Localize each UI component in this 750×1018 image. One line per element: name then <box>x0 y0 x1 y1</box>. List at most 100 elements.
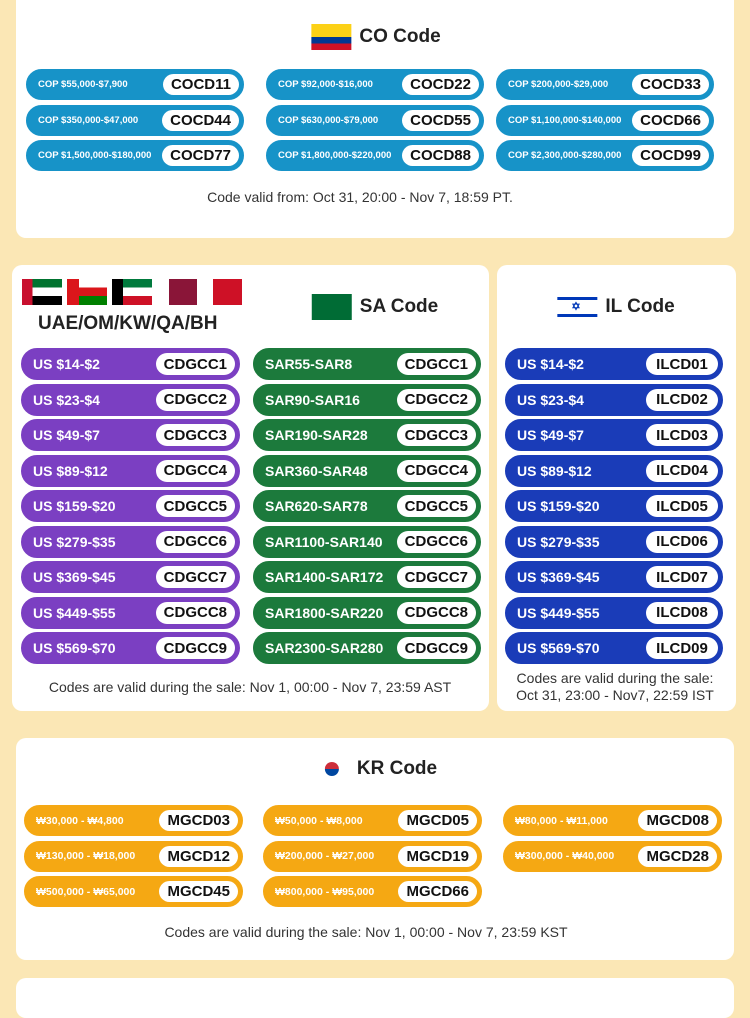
coupon-range: ₩30,000 - ₩4,800 <box>36 814 124 827</box>
coupon-code[interactable]: ILCD02 <box>646 388 718 411</box>
kr-title: KR Code <box>314 756 437 782</box>
coupon-pill[interactable]: COP $92,000-$16,000 COCD22 <box>266 69 484 100</box>
coupon-code[interactable]: ILCD06 <box>646 530 718 553</box>
coupon-pill[interactable]: ₩300,000 - ₩40,000 MGCD28 <box>503 840 722 872</box>
coupon-pill[interactable]: SAR1100-SAR140 CDGCC6 <box>253 525 481 558</box>
coupon-pill[interactable]: COP $55,000-$7,900 COCD11 <box>26 69 244 100</box>
coupon-code[interactable]: COCD44 <box>162 109 239 131</box>
coupon-range: ₩800,000 - ₩95,000 <box>275 885 375 898</box>
coupon-pill[interactable]: US $159-$20 ILCD05 <box>505 490 723 522</box>
coupon-code[interactable]: ILCD08 <box>646 601 718 624</box>
coupon-code[interactable]: CDGCC7 <box>155 566 235 588</box>
coupon-pill[interactable]: ₩50,000 - ₩8,000 MGCD05 <box>263 805 482 836</box>
coupon-pill[interactable]: US $49-$7 CDGCC3 <box>21 419 240 451</box>
coupon-pill[interactable]: COP $2,300,000-$280,000 COCD99 <box>496 140 714 171</box>
coupon-pill[interactable]: US $569-$70 ILCD09 <box>505 632 723 664</box>
coupon-code[interactable]: MGCD05 <box>398 810 477 831</box>
coupon-pill[interactable]: COP $1,800,000-$220,000 COCD88 <box>266 140 484 171</box>
coupon-code[interactable]: CDGCC2 <box>155 388 235 411</box>
coupon-pill[interactable]: SAR620-SAR78 CDGCC5 <box>253 490 481 522</box>
coupon-code[interactable]: CDGCC7 <box>396 566 476 588</box>
coupon-pill[interactable]: COP $1,500,000-$180,000 COCD77 <box>26 140 244 171</box>
coupon-pill[interactable]: US $23-$4 CDGCC2 <box>21 383 240 416</box>
coupon-code[interactable]: CDGCC4 <box>155 459 235 482</box>
coupon-range: COP $1,100,000-$140,000 <box>508 114 622 126</box>
coupon-code[interactable]: MGCD03 <box>159 810 238 831</box>
coupon-pill[interactable]: COP $350,000-$47,000 COCD44 <box>26 104 244 136</box>
coupon-code[interactable]: CDGCC1 <box>396 353 476 375</box>
coupon-pill[interactable]: US $49-$7 ILCD03 <box>505 419 723 451</box>
coupon-pill[interactable]: SAR190-SAR28 CDGCC3 <box>253 419 481 451</box>
coupon-pill[interactable]: US $23-$4 ILCD02 <box>505 383 723 416</box>
coupon-range: SAR55-SAR8 <box>265 356 353 372</box>
coupon-pill[interactable]: SAR360-SAR48 CDGCC4 <box>253 454 481 487</box>
coupon-pill[interactable]: US $449-$55 ILCD08 <box>505 596 723 629</box>
coupon-pill[interactable]: US $89-$12 CDGCC4 <box>21 454 240 487</box>
coupon-code[interactable]: ILCD05 <box>646 495 718 517</box>
coupon-code[interactable]: COCD66 <box>632 109 709 131</box>
coupon-code[interactable]: COCD55 <box>402 109 479 131</box>
coupon-code[interactable]: ILCD07 <box>646 566 718 588</box>
coupon-code[interactable]: CDGCC6 <box>155 530 235 553</box>
coupon-code[interactable]: COCD88 <box>402 145 479 166</box>
coupon-code[interactable]: MGCD45 <box>159 881 238 902</box>
coupon-pill[interactable]: SAR1400-SAR172 CDGCC7 <box>253 561 481 593</box>
coupon-code[interactable]: MGCD12 <box>159 845 238 867</box>
coupon-code[interactable]: COCD33 <box>632 74 709 95</box>
coupon-code[interactable]: COCD11 <box>162 74 239 95</box>
coupon-code[interactable]: ILCD03 <box>646 424 718 446</box>
coupon-code[interactable]: CDGCC8 <box>155 601 235 624</box>
coupon-code[interactable]: ILCD09 <box>646 637 718 659</box>
il-footer-line1: Codes are valid during the sale: <box>516 670 714 686</box>
coupon-pill[interactable]: ₩800,000 - ₩95,000 MGCD66 <box>263 876 482 907</box>
coupon-pill[interactable]: SAR2300-SAR280 CDGCC9 <box>253 632 481 664</box>
coupon-code[interactable]: CDGCC3 <box>155 424 235 446</box>
coupon-pill[interactable]: US $14-$2 ILCD01 <box>505 348 723 380</box>
coupon-code[interactable]: CDGCC5 <box>155 495 235 517</box>
coupon-pill[interactable]: US $279-$35 ILCD06 <box>505 525 723 558</box>
coupon-code[interactable]: CDGCC9 <box>396 637 476 659</box>
coupon-range: US $23-$4 <box>517 391 584 408</box>
coupon-pill[interactable]: US $89-$12 ILCD04 <box>505 454 723 487</box>
coupon-code[interactable]: COCD99 <box>632 145 709 166</box>
coupon-pill[interactable]: ₩200,000 - ₩27,000 MGCD19 <box>263 840 482 872</box>
coupon-code[interactable]: COCD77 <box>162 145 239 166</box>
coupon-pill[interactable]: COP $1,100,000-$140,000 COCD66 <box>496 104 714 136</box>
coupon-code[interactable]: MGCD08 <box>638 810 717 831</box>
coupon-code[interactable]: CDGCC1 <box>155 353 235 375</box>
coupon-pill[interactable]: SAR1800-SAR220 CDGCC8 <box>253 596 481 629</box>
coupon-pill[interactable]: US $159-$20 CDGCC5 <box>21 490 240 522</box>
coupon-code[interactable]: MGCD28 <box>638 845 717 867</box>
coupon-pill[interactable]: US $369-$45 ILCD07 <box>505 561 723 593</box>
coupon-pill[interactable]: US $449-$55 CDGCC8 <box>21 596 240 629</box>
coupon-pill[interactable]: US $369-$45 CDGCC7 <box>21 561 240 593</box>
coupon-range: COP $1,500,000-$180,000 <box>38 150 152 161</box>
next-card <box>16 978 734 1018</box>
coupon-pill[interactable]: US $569-$70 CDGCC9 <box>21 632 240 664</box>
coupon-code[interactable]: ILCD01 <box>646 353 718 375</box>
coupon-pill[interactable]: ₩500,000 - ₩65,000 MGCD45 <box>24 876 243 907</box>
coupon-code[interactable]: CDGCC3 <box>396 424 476 446</box>
coupon-pill[interactable]: ₩130,000 - ₩18,000 MGCD12 <box>24 840 243 872</box>
co-footer: Code valid from: Oct 31, 20:00 - Nov 7, … <box>207 189 513 205</box>
il-title: ✡ IL Code <box>557 294 675 320</box>
coupon-pill[interactable]: SAR55-SAR8 CDGCC1 <box>253 348 481 380</box>
coupon-code[interactable]: ILCD04 <box>646 459 718 482</box>
coupon-pill[interactable]: US $14-$2 CDGCC1 <box>21 348 240 380</box>
coupon-pill[interactable]: ₩80,000 - ₩11,000 MGCD08 <box>503 805 722 836</box>
coupon-pill[interactable]: ₩30,000 - ₩4,800 MGCD03 <box>24 805 243 836</box>
coupon-code[interactable]: CDGCC9 <box>155 637 235 659</box>
coupon-pill[interactable]: COP $200,000-$29,000 COCD33 <box>496 69 714 100</box>
coupon-code[interactable]: MGCD19 <box>398 845 477 867</box>
coupon-pill[interactable]: COP $630,000-$79,000 COCD55 <box>266 104 484 136</box>
coupon-code[interactable]: CDGCC8 <box>396 601 476 624</box>
coupon-pill[interactable]: SAR90-SAR16 CDGCC2 <box>253 383 481 416</box>
coupon-code[interactable]: CDGCC6 <box>396 530 476 553</box>
coupon-pill[interactable]: US $279-$35 CDGCC6 <box>21 525 240 558</box>
coupon-code[interactable]: CDGCC4 <box>396 459 476 482</box>
coupon-code[interactable]: CDGCC2 <box>396 388 476 411</box>
coupon-range: US $449-$55 <box>517 604 600 621</box>
coupon-code[interactable]: CDGCC5 <box>396 495 476 517</box>
coupon-code[interactable]: COCD22 <box>402 74 479 95</box>
coupon-code[interactable]: MGCD66 <box>398 881 477 902</box>
